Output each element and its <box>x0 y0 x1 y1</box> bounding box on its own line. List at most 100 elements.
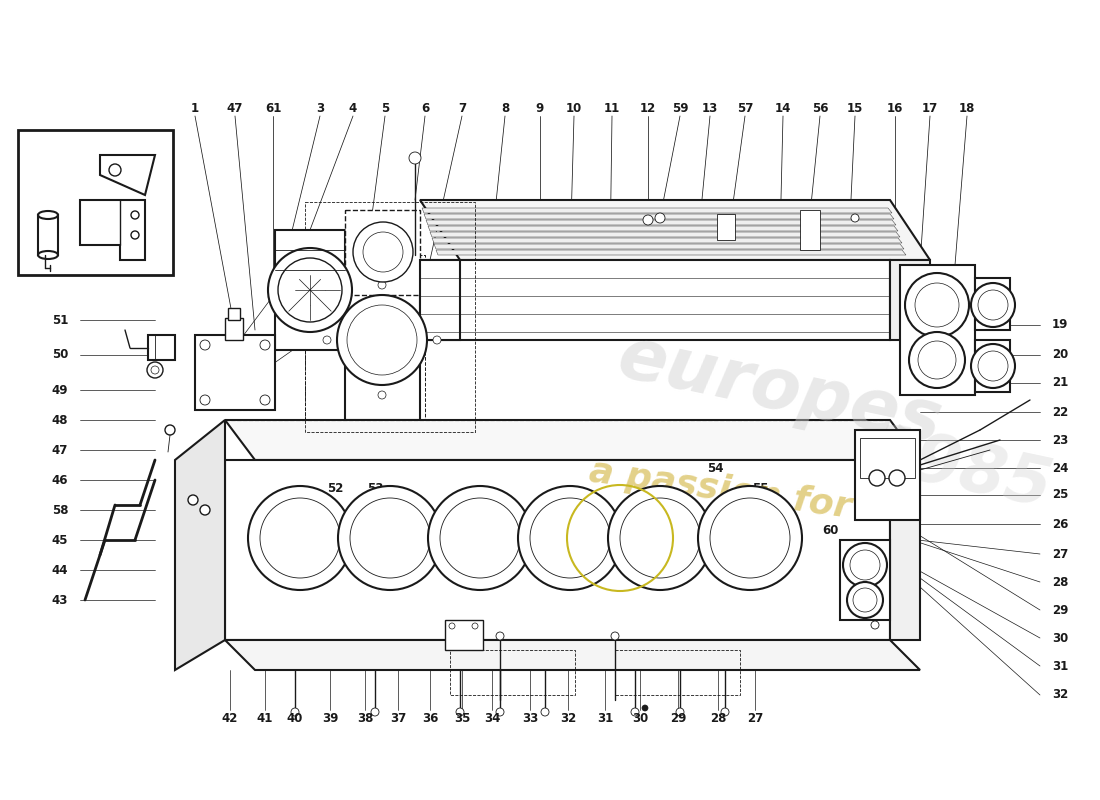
Text: 30: 30 <box>1052 631 1068 645</box>
Text: 28: 28 <box>1052 575 1068 589</box>
Polygon shape <box>434 244 904 249</box>
Bar <box>450 650 575 695</box>
Polygon shape <box>275 230 345 350</box>
Text: 29: 29 <box>1052 603 1068 617</box>
Text: 1985: 1985 <box>862 418 1057 522</box>
Circle shape <box>610 632 619 640</box>
Text: 21: 21 <box>1052 377 1068 390</box>
Text: 58: 58 <box>52 503 68 517</box>
Text: 53: 53 <box>366 482 383 494</box>
Text: 46: 46 <box>52 474 68 486</box>
Text: 25: 25 <box>1052 489 1068 502</box>
Polygon shape <box>430 232 900 237</box>
Text: 48: 48 <box>52 414 68 426</box>
Text: 10: 10 <box>565 102 582 114</box>
Circle shape <box>698 486 802 590</box>
Text: 42: 42 <box>222 711 239 725</box>
Circle shape <box>200 340 210 350</box>
Circle shape <box>378 391 386 399</box>
Text: 33: 33 <box>521 711 538 725</box>
Circle shape <box>918 341 956 379</box>
Text: 7: 7 <box>458 102 466 114</box>
Circle shape <box>147 362 163 378</box>
Circle shape <box>131 211 139 219</box>
Circle shape <box>978 351 1008 381</box>
Polygon shape <box>226 460 890 640</box>
Circle shape <box>720 708 729 716</box>
Polygon shape <box>39 215 58 255</box>
Bar <box>226 318 243 340</box>
Polygon shape <box>195 335 275 410</box>
Circle shape <box>151 366 160 374</box>
Text: 30: 30 <box>631 711 648 725</box>
Text: 45: 45 <box>52 534 68 546</box>
Text: 15: 15 <box>847 102 864 114</box>
Text: 60: 60 <box>822 523 838 537</box>
Polygon shape <box>890 260 930 340</box>
Text: 28: 28 <box>710 711 726 725</box>
Text: 11: 11 <box>604 102 620 114</box>
Circle shape <box>353 222 412 282</box>
Circle shape <box>654 213 666 223</box>
Text: 59: 59 <box>672 102 689 114</box>
Circle shape <box>851 214 859 222</box>
Circle shape <box>337 295 427 385</box>
Circle shape <box>847 582 883 618</box>
Text: 52: 52 <box>327 482 343 494</box>
Polygon shape <box>426 220 896 225</box>
Polygon shape <box>800 210 820 250</box>
Text: 27: 27 <box>1052 547 1068 561</box>
Circle shape <box>608 486 712 590</box>
Circle shape <box>530 498 610 578</box>
Text: 14: 14 <box>774 102 791 114</box>
Circle shape <box>248 486 352 590</box>
Text: 47: 47 <box>81 138 99 151</box>
Text: 8: 8 <box>500 102 509 114</box>
Polygon shape <box>432 238 902 243</box>
Circle shape <box>620 498 700 578</box>
Text: 47: 47 <box>227 102 243 114</box>
Text: 6: 6 <box>421 102 429 114</box>
Text: 57: 57 <box>737 102 754 114</box>
Circle shape <box>409 152 421 164</box>
Text: 38: 38 <box>356 711 373 725</box>
Circle shape <box>971 344 1015 388</box>
Polygon shape <box>428 226 898 231</box>
Text: 32: 32 <box>1052 689 1068 702</box>
Polygon shape <box>975 278 1010 330</box>
Circle shape <box>371 708 380 716</box>
Text: 23: 23 <box>1052 434 1068 446</box>
Circle shape <box>200 395 210 405</box>
Circle shape <box>889 470 905 486</box>
Circle shape <box>292 708 299 716</box>
Polygon shape <box>226 420 920 460</box>
Polygon shape <box>148 335 175 360</box>
Text: 26: 26 <box>1052 518 1068 530</box>
Text: 29: 29 <box>670 711 686 725</box>
Text: 4: 4 <box>349 102 358 114</box>
Text: 16: 16 <box>887 102 903 114</box>
Bar <box>345 210 420 295</box>
Circle shape <box>850 550 880 580</box>
Ellipse shape <box>39 251 58 259</box>
Text: 50: 50 <box>52 349 68 362</box>
Circle shape <box>472 623 478 629</box>
Text: 22: 22 <box>1052 406 1068 418</box>
Polygon shape <box>436 250 906 255</box>
Polygon shape <box>717 214 735 240</box>
Text: 3: 3 <box>316 102 324 114</box>
Circle shape <box>978 290 1008 320</box>
Polygon shape <box>422 208 892 213</box>
Text: 41: 41 <box>256 711 273 725</box>
Text: 13: 13 <box>702 102 718 114</box>
Text: 56: 56 <box>812 102 828 114</box>
Text: 43: 43 <box>52 594 68 606</box>
Bar <box>305 202 475 432</box>
Circle shape <box>188 495 198 505</box>
Text: 61: 61 <box>134 138 152 151</box>
Text: 1: 1 <box>296 334 304 346</box>
Text: 55: 55 <box>751 482 768 494</box>
Circle shape <box>200 505 210 515</box>
Bar <box>860 438 915 478</box>
Text: 36: 36 <box>421 711 438 725</box>
